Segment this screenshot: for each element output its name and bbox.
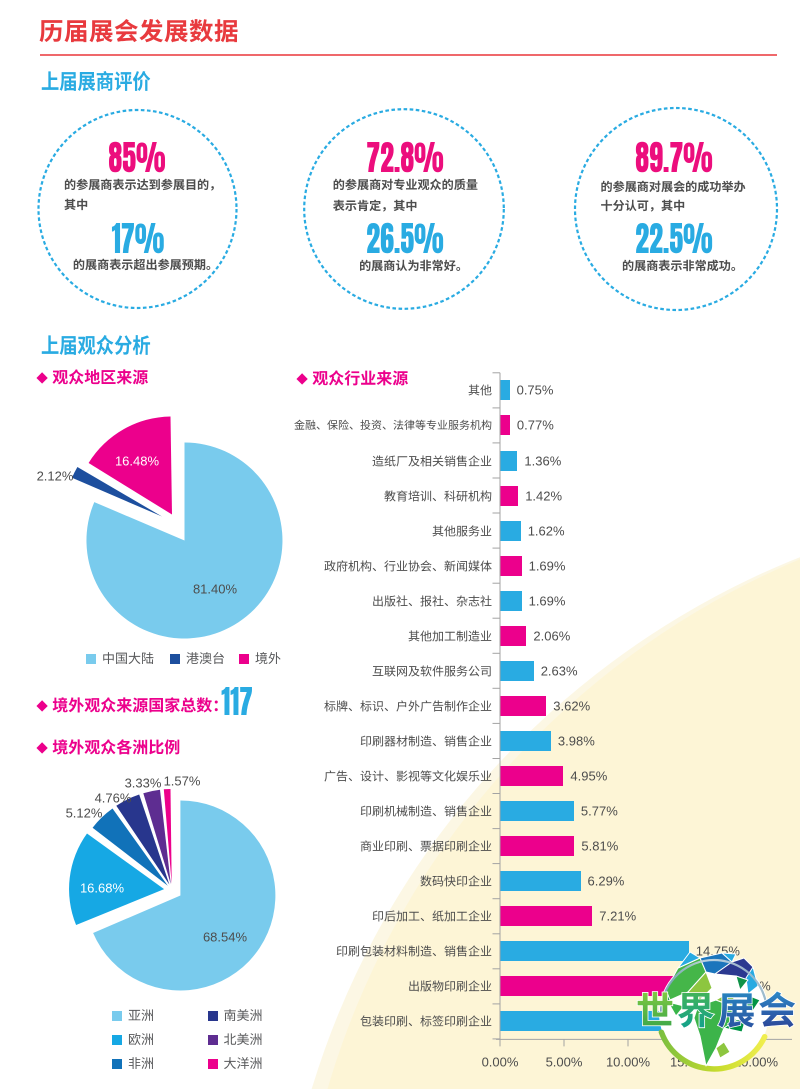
svg-text:世: 世 — [636, 980, 677, 1035]
svg-text:展: 展 — [717, 980, 758, 1035]
svg-text:会: 会 — [758, 980, 799, 1035]
svg-text:界: 界 — [677, 980, 718, 1035]
